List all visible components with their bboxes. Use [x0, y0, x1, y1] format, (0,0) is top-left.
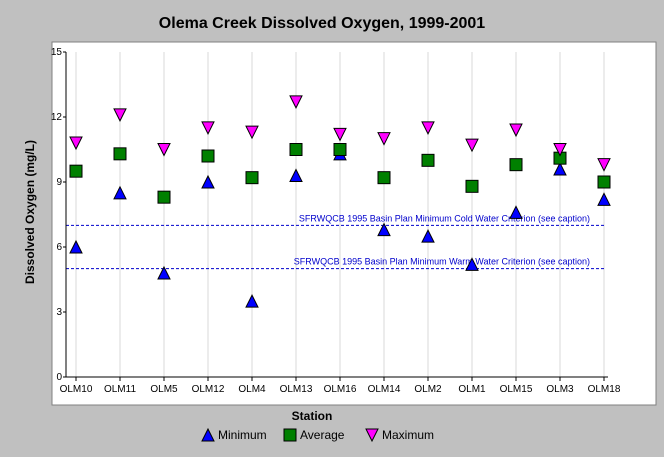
reference-line-label: SFRWQCB 1995 Basin Plan Minimum Warm Wat…: [294, 257, 590, 267]
legend-minimum-marker: [201, 427, 215, 442]
maximum-marker: [377, 132, 391, 146]
legend-item-minimum: Minimum: [201, 427, 267, 442]
minimum-marker: [69, 239, 83, 254]
maximum-marker: [509, 123, 523, 138]
maximum-marker: [245, 125, 259, 140]
plot-frame: [51, 41, 657, 406]
average-marker: [201, 149, 215, 163]
maximum-marker: [69, 136, 83, 151]
axes: [63, 51, 608, 381]
x-tick-label: OLM4: [238, 384, 266, 395]
legend-label: Maximum: [382, 428, 434, 442]
maximum-marker: [289, 95, 303, 109]
x-tick-label: OLM18: [588, 384, 621, 395]
x-tick-label: OLM15: [500, 384, 533, 395]
x-tick-labels: OLM10 OLM11 OLM5 OLM12 OLM4 OLM13 OLM16 OLM14 OL…: [60, 384, 621, 395]
average-marker: [113, 147, 127, 161]
minimum-marker: [509, 205, 523, 219]
maximum-marker: [113, 108, 127, 122]
minimum-marker: [465, 257, 479, 271]
average-marker: [333, 143, 347, 156]
x-tick-label: OLM12: [192, 384, 225, 395]
minimum-marker: [201, 174, 215, 189]
minimum-marker: [553, 161, 567, 176]
minimum-marker: [597, 192, 611, 206]
data-markers: [69, 95, 611, 308]
average-marker: [421, 153, 435, 167]
minimum-marker: [245, 294, 259, 308]
series-minimum: [69, 146, 611, 308]
y-tick-label: 9: [56, 177, 62, 188]
y-tick-labels: 0 3 6 9 12 15: [51, 47, 63, 383]
minimum-marker: [113, 185, 127, 200]
series-maximum: [69, 95, 611, 172]
chart-title: Olema Creek Dissolved Oxygen, 1999-2001: [159, 15, 486, 32]
legend-label: Average: [300, 428, 345, 442]
legend-label: Minimum: [218, 428, 267, 442]
y-tick-label: 12: [51, 112, 63, 123]
average-marker: [245, 171, 259, 185]
legend-item-maximum: Maximum: [365, 428, 434, 443]
legend-average-marker: [283, 428, 297, 442]
x-tick-label: OLM2: [414, 384, 442, 395]
average-marker: [509, 158, 523, 172]
series-average: [69, 143, 611, 204]
maximum-marker: [421, 121, 435, 135]
minimum-marker: [377, 222, 391, 237]
y-tick-label: 3: [56, 307, 62, 318]
x-tick-label: OLM1: [458, 384, 486, 395]
x-tick-label: OLM3: [546, 384, 574, 395]
average-marker: [289, 143, 303, 156]
legend-maximum-marker: [365, 428, 379, 443]
maximum-marker: [553, 143, 567, 157]
x-tick-label: OLM10: [60, 384, 93, 395]
maximum-marker: [465, 138, 479, 153]
y-tick-label: 6: [56, 242, 62, 253]
average-marker: [69, 164, 83, 178]
legend-item-average: Average: [283, 428, 345, 442]
x-tick-label: OLM5: [150, 384, 178, 395]
average-marker: [597, 175, 611, 189]
maximum-marker: [157, 143, 171, 157]
x-tick-label: OLM11: [104, 384, 136, 395]
maximum-marker: [333, 127, 347, 142]
y-tick-label: 15: [51, 47, 63, 58]
minimum-marker: [421, 229, 435, 243]
maximum-marker: [597, 158, 611, 172]
legend: Minimum Average Maximum: [201, 427, 434, 443]
minimum-marker: [289, 168, 303, 182]
x-tick-label: OLM16: [324, 384, 357, 395]
reference-line-label: SFRWQCB 1995 Basin Plan Minimum Cold Wat…: [299, 213, 590, 223]
x-axis-label: Station: [292, 409, 333, 423]
average-marker: [377, 171, 391, 185]
average-marker: [157, 190, 171, 204]
average-marker: [465, 179, 479, 193]
reference-lines: SFRWQCB 1995 Basin Plan Minimum Cold Wat…: [66, 213, 604, 270]
y-axis-label: Dissolved Oxygen (mg/L): [23, 140, 37, 284]
x-tick-label: OLM14: [368, 384, 401, 395]
maximum-marker: [201, 121, 215, 135]
y-tick-label: 0: [56, 372, 62, 383]
minimum-marker: [157, 265, 171, 280]
x-tick-label: OLM13: [280, 384, 313, 395]
